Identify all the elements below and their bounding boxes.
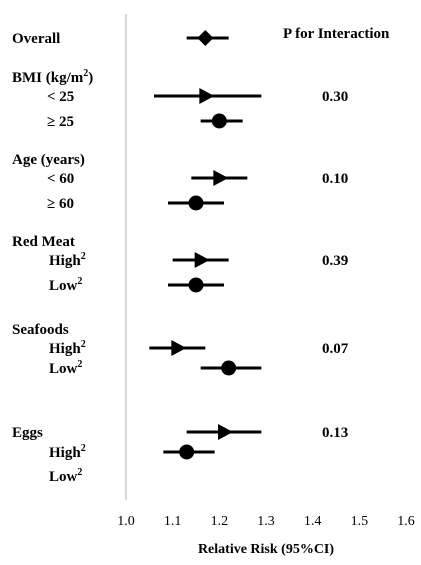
row-label-10-seafoods: Seafoods bbox=[12, 322, 69, 338]
row-label-4-age-years: Age (years) bbox=[12, 152, 85, 168]
superscript: 2 bbox=[77, 467, 82, 478]
p-value-5: 0.10 bbox=[322, 171, 348, 187]
estimate-marker-8 bbox=[194, 252, 210, 268]
row-label-9-low: Low2 bbox=[49, 276, 82, 294]
p-interaction-header: P for Interaction bbox=[283, 26, 390, 42]
x-tick-label-4: 1.4 bbox=[304, 514, 322, 529]
estimate-marker-9 bbox=[188, 277, 204, 293]
estimate-marker-2 bbox=[199, 88, 215, 104]
estimate-marker-13 bbox=[218, 424, 233, 440]
row-label-12-low: Low2 bbox=[49, 359, 82, 377]
row-label-6-60: ≥ 60 bbox=[47, 196, 74, 212]
x-axis-label: Relative Risk (95%CI) bbox=[198, 542, 334, 557]
x-tick-label-6: 1.6 bbox=[397, 514, 415, 529]
estimate-marker-5 bbox=[213, 170, 229, 186]
superscript: 2 bbox=[81, 251, 86, 262]
estimate-marker-3 bbox=[211, 113, 227, 129]
row-label-7-red-meat: Red Meat bbox=[12, 234, 75, 250]
row-label-0-overall: Overall bbox=[12, 31, 60, 47]
row-label-1-bmi-kg-m: BMI (kg/m2) bbox=[12, 68, 93, 86]
superscript: 2 bbox=[83, 68, 88, 79]
superscript: 2 bbox=[77, 359, 82, 370]
row-label-15-low: Low2 bbox=[49, 467, 82, 485]
estimate-marker-0 bbox=[197, 30, 214, 46]
estimate-marker-14 bbox=[179, 444, 195, 460]
row-label-3-25: ≥ 25 bbox=[47, 114, 74, 130]
superscript: 2 bbox=[81, 443, 86, 454]
p-value-8: 0.39 bbox=[322, 253, 348, 269]
p-value-11: 0.07 bbox=[322, 341, 349, 357]
row-label-11-high: High2 bbox=[49, 339, 86, 357]
row-label-2-25: < 25 bbox=[47, 89, 74, 105]
row-label-5-60: < 60 bbox=[47, 171, 74, 187]
superscript: 2 bbox=[77, 276, 82, 287]
superscript: 2 bbox=[81, 339, 86, 350]
label-suffix: ) bbox=[88, 70, 93, 86]
row-label-8-high: High2 bbox=[49, 251, 86, 269]
estimate-marker-6 bbox=[188, 195, 204, 211]
p-value-13: 0.13 bbox=[322, 425, 348, 441]
x-tick-label-3: 1.3 bbox=[257, 514, 275, 529]
estimate-marker-12 bbox=[221, 360, 237, 376]
row-label-13-eggs: Eggs bbox=[12, 425, 43, 441]
x-tick-label-1: 1.1 bbox=[164, 514, 182, 529]
x-tick-label-5: 1.5 bbox=[351, 514, 369, 529]
x-tick-label-0: 1.0 bbox=[117, 514, 135, 529]
estimate-marker-11 bbox=[171, 340, 187, 356]
p-value-2: 0.30 bbox=[322, 89, 348, 105]
row-label-14-high: High2 bbox=[49, 443, 86, 461]
x-tick-label-2: 1.2 bbox=[211, 514, 229, 529]
